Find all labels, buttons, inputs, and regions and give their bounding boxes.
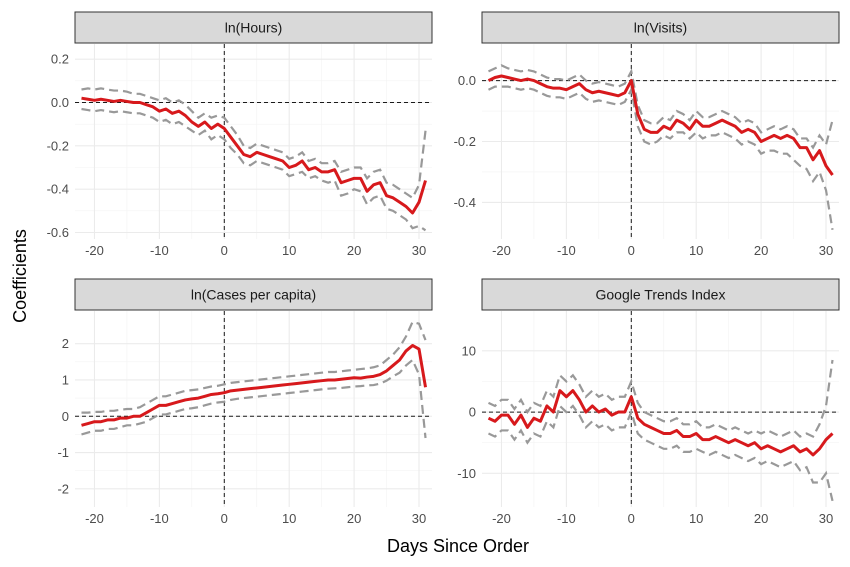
estimate-series-line [487, 74, 834, 176]
lower-ci-series-line [488, 85, 834, 231]
x-tick-label: 10 [282, 243, 296, 258]
x-tick-label: 10 [689, 243, 703, 258]
x-tick-label: -20 [85, 243, 104, 258]
x-tick-label: 30 [819, 243, 833, 258]
estimate-series-line [81, 96, 427, 215]
facet-title: ln(Hours) [225, 20, 283, 36]
x-tick-label: -20 [492, 511, 511, 526]
panel-1: ln(Hours) -20 -10 0 10 20 30 -0.6 -0.4 -0.2 0.0 0.2 [47, 11, 433, 258]
lower-ci-series-line [81, 107, 427, 232]
y-tick-label: 0.0 [458, 73, 476, 88]
x-tick-label: 10 [689, 511, 703, 526]
y-tick-label: 10 [462, 343, 476, 358]
y-tick-label: -1 [57, 445, 69, 460]
y-axis-title: Coefficients [10, 229, 30, 323]
facet-title: ln(Cases per capita) [191, 287, 316, 303]
facet-title: ln(Visits) [634, 20, 687, 36]
lower-ci-series-line [488, 403, 834, 502]
upper-ci-series-line [81, 320, 427, 414]
estimate-series-line [487, 389, 834, 457]
x-tick-label: -10 [150, 243, 169, 258]
x-tick-label: -20 [85, 511, 104, 526]
facet-strip [74, 278, 433, 311]
x-tick-label: 10 [282, 511, 296, 526]
upper-ci-series-line [488, 359, 834, 439]
y-tick-label: -10 [457, 466, 476, 481]
x-tick-label: 0 [221, 243, 228, 258]
x-tick-label: 0 [628, 511, 635, 526]
x-tick-label: 0 [221, 511, 228, 526]
x-tick-label: -20 [492, 243, 511, 258]
facet-strip [481, 11, 840, 44]
x-tick-label: 20 [754, 243, 768, 258]
x-tick-label: -10 [557, 243, 576, 258]
y-tick-label: 1 [62, 372, 69, 387]
y-tick-label: 0.0 [51, 95, 69, 110]
y-tick-label: -0.6 [47, 225, 69, 240]
y-tick-label: -2 [57, 481, 69, 496]
y-tick-label: -0.4 [454, 195, 476, 210]
y-tick-label: -0.2 [47, 138, 69, 153]
y-tick-label: -0.2 [454, 134, 476, 149]
x-tick-label: 20 [347, 243, 361, 258]
lower-ci-series-line [81, 358, 427, 439]
x-tick-label: -10 [557, 511, 576, 526]
panel-4: Google Trends Index -20 -10 0 10 20 30 -10 0 10 [457, 278, 840, 526]
estimate-series-line [81, 343, 427, 427]
panel-2: ln(Visits) -20 -10 0 10 20 30 -0.4 -0.2 0.0 [454, 11, 840, 258]
y-tick-label: 0 [469, 405, 476, 420]
x-tick-label: 30 [819, 511, 833, 526]
upper-ci-series-line [488, 64, 834, 150]
x-tick-label: 30 [412, 511, 426, 526]
x-axis-title: Days Since Order [387, 536, 529, 556]
y-tick-label: 0.2 [51, 52, 69, 67]
upper-ci-series-line [81, 87, 427, 200]
facet-strip [481, 278, 840, 311]
facet-title: Google Trends Index [596, 287, 726, 303]
x-tick-label: 30 [412, 243, 426, 258]
y-tick-label: -0.4 [47, 182, 69, 197]
y-tick-label: 2 [62, 336, 69, 351]
x-tick-label: -10 [150, 511, 169, 526]
y-tick-label: 0 [62, 409, 69, 424]
x-tick-label: 0 [628, 243, 635, 258]
facet-strip [74, 11, 433, 44]
x-tick-label: 20 [754, 511, 768, 526]
x-tick-label: 20 [347, 511, 361, 526]
